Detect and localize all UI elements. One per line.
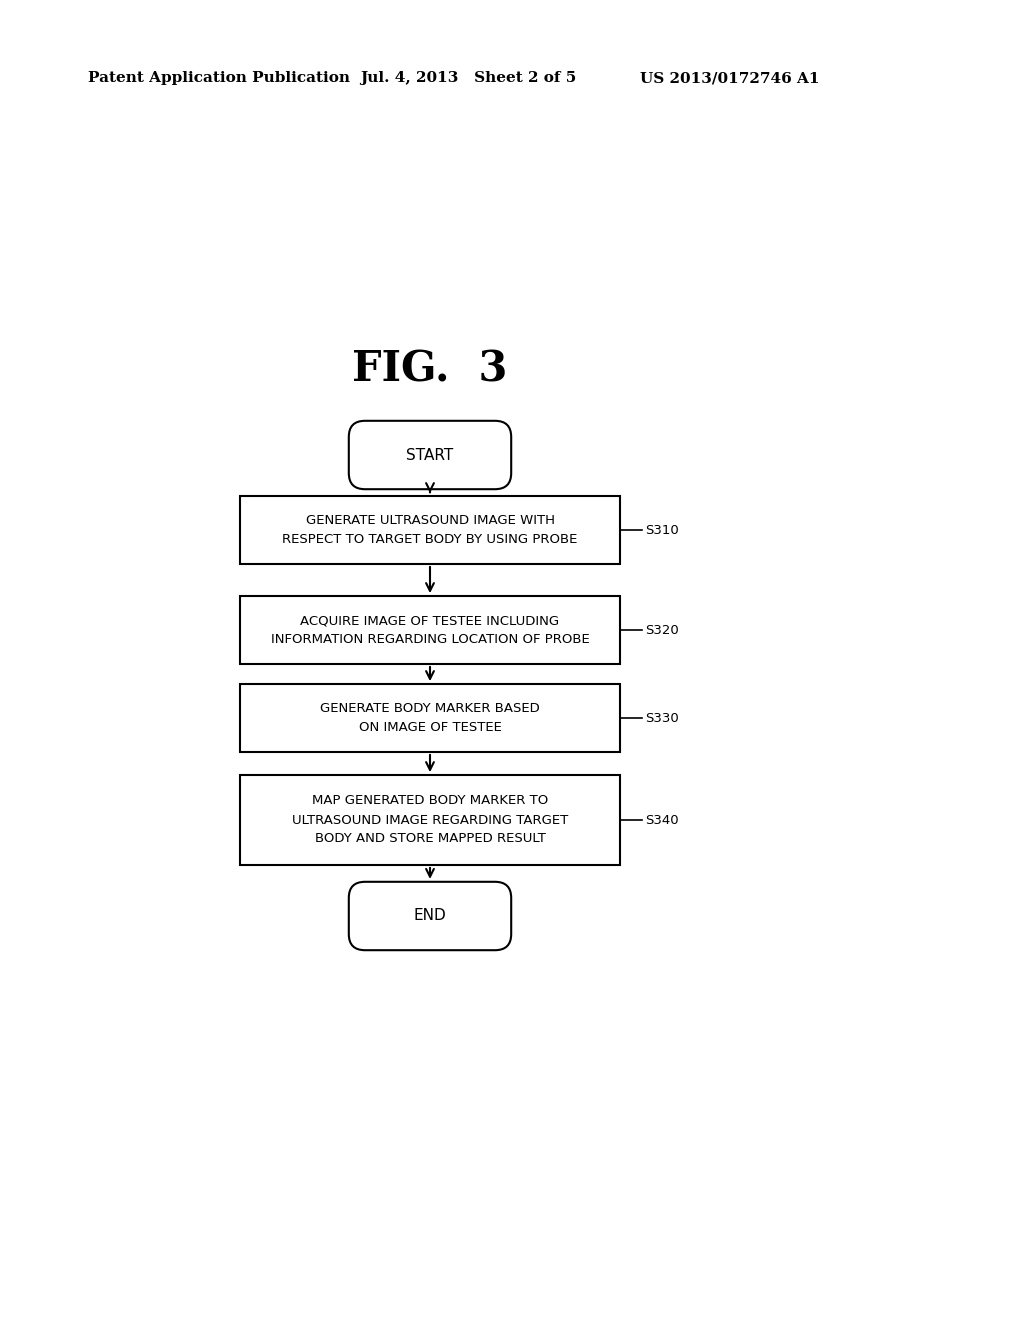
Text: S340: S340 xyxy=(645,813,679,826)
Text: US 2013/0172746 A1: US 2013/0172746 A1 xyxy=(640,71,819,84)
FancyBboxPatch shape xyxy=(240,597,620,664)
Text: MAP GENERATED BODY MARKER TO
ULTRASOUND IMAGE REGARDING TARGET
BODY AND STORE MA: MAP GENERATED BODY MARKER TO ULTRASOUND … xyxy=(292,795,568,846)
Text: S320: S320 xyxy=(645,623,679,636)
Text: ACQUIRE IMAGE OF TESTEE INCLUDING
INFORMATION REGARDING LOCATION OF PROBE: ACQUIRE IMAGE OF TESTEE INCLUDING INFORM… xyxy=(270,614,590,645)
FancyBboxPatch shape xyxy=(349,421,511,490)
Text: FIG.  3: FIG. 3 xyxy=(352,348,508,391)
Text: S310: S310 xyxy=(645,524,679,536)
Text: Jul. 4, 2013   Sheet 2 of 5: Jul. 4, 2013 Sheet 2 of 5 xyxy=(360,71,577,84)
Text: S330: S330 xyxy=(645,711,679,725)
Text: GENERATE ULTRASOUND IMAGE WITH
RESPECT TO TARGET BODY BY USING PROBE: GENERATE ULTRASOUND IMAGE WITH RESPECT T… xyxy=(283,513,578,546)
Text: END: END xyxy=(414,908,446,924)
FancyBboxPatch shape xyxy=(240,775,620,865)
Text: GENERATE BODY MARKER BASED
ON IMAGE OF TESTEE: GENERATE BODY MARKER BASED ON IMAGE OF T… xyxy=(321,702,540,734)
FancyBboxPatch shape xyxy=(349,882,511,950)
FancyBboxPatch shape xyxy=(240,684,620,752)
Text: START: START xyxy=(407,447,454,462)
FancyBboxPatch shape xyxy=(240,496,620,564)
Text: Patent Application Publication: Patent Application Publication xyxy=(88,71,350,84)
